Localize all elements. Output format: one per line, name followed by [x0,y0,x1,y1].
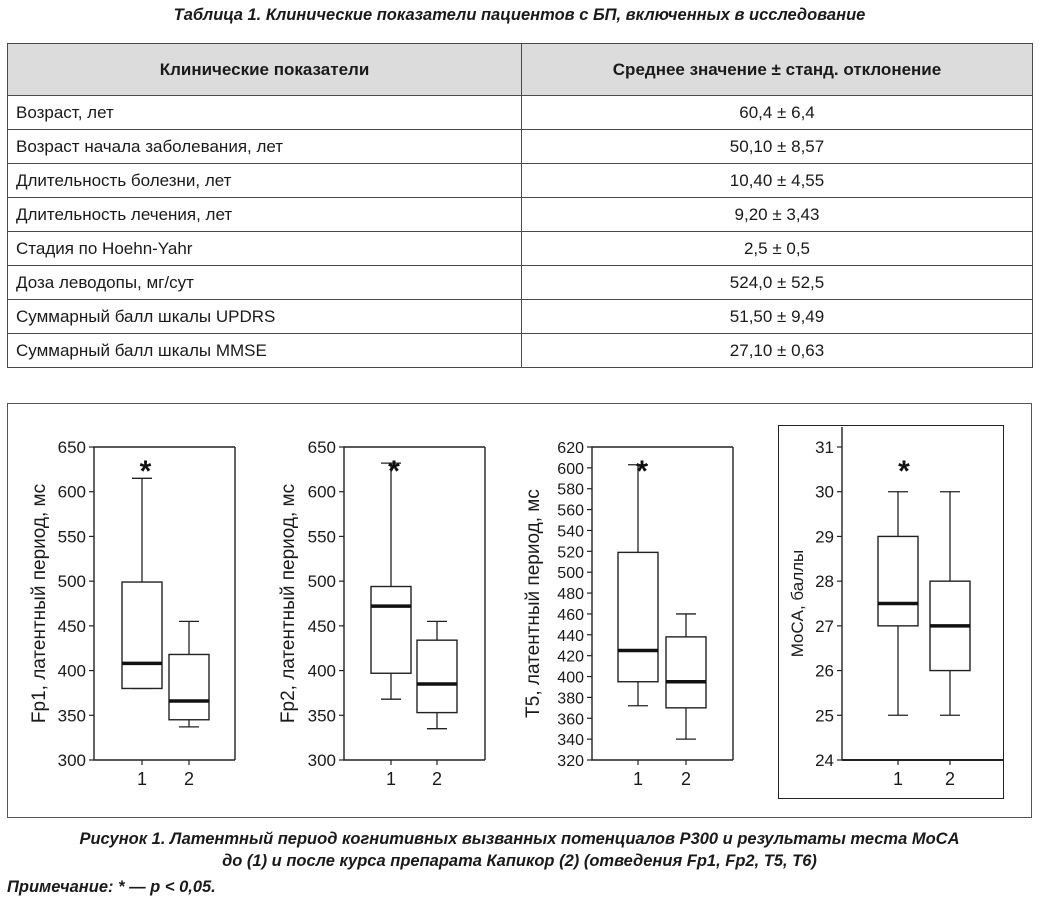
y-tick-label: 580 [557,482,584,499]
y-tick-label: 600 [557,461,584,478]
y-tick-label: 500 [58,572,86,591]
table-row: Возраст начала заболевания, лет 50,10 ± … [7,129,1033,164]
y-tick-label: 31 [815,438,834,457]
table-row: Суммарный балл шкалы UPDRS 51,50 ± 9,49 [7,299,1033,334]
significance-star: * [636,455,648,488]
y-tick-label: 450 [308,617,336,636]
y-axis-label: Fp1, латентный период, мс [29,484,50,723]
y-tick-label: 620 [557,440,584,457]
header-indicator: Клинические показатели [7,43,522,96]
plot-frame [343,446,485,761]
row-label: Доза леводопы, мг/сут [7,265,522,300]
box-iqr [665,636,707,709]
figure-caption: Рисунок 1. Латентный период когнитивных … [0,828,1039,872]
y-tick-label: 600 [308,483,336,502]
table-row: Суммарный балл шкалы MMSE 27,10 ± 0,63 [7,333,1033,368]
y-tick-label: 500 [308,572,336,591]
y-tick-label: 650 [308,438,336,457]
y-tick-label: 25 [815,706,834,725]
y-tick-label: 540 [557,523,584,540]
plot-frame [93,446,235,761]
y-tick-label: 450 [58,617,86,636]
figure-note: Примечание: * — p < 0,05. [7,878,216,896]
table-row: Длительность лечения, лет 9,20 ± 3,43 [7,197,1033,232]
row-label: Суммарный балл шкалы UPDRS [7,299,522,334]
y-tick-label: 350 [308,706,336,725]
y-tick-label: 380 [557,690,584,707]
y-tick-label: 24 [815,751,834,770]
figure-caption-line-2: до (1) и после курса препарата Капикор (… [222,852,817,870]
y-tick-label: 28 [815,572,834,591]
row-value: 27,10 ± 0,63 [521,333,1033,368]
table-caption: Таблица 1. Клинические показатели пациен… [173,6,866,24]
y-tick-label: 400 [557,670,584,687]
box-iqr [617,551,659,683]
significance-star: * [140,455,152,488]
row-value: 50,10 ± 8,57 [521,129,1033,164]
y-tick-label: 480 [557,586,584,603]
y-tick-label: 30 [815,483,834,502]
box-iqr [121,581,163,690]
y-tick-label: 650 [58,438,86,457]
y-axis-label: T5, латентный период, мс [523,489,544,718]
row-value: 9,20 ± 3,43 [521,197,1033,232]
x-tick-label: 1 [893,769,903,789]
figure-caption-line-1: Рисунок 1. Латентный период когнитивных … [79,830,960,848]
y-tick-label: 300 [58,751,86,770]
y-tick-label: 27 [815,617,834,636]
significance-star: * [898,455,910,488]
x-tick-label: 1 [386,769,396,789]
figure-frame [7,403,1032,818]
significance-star: * [388,455,400,488]
y-tick-label: 420 [557,649,584,666]
y-tick-label: 29 [815,527,834,546]
x-tick-label: 2 [432,769,442,789]
header-mean-sd: Среднее значение ± станд. отклонение [521,43,1033,96]
y-tick-label: 460 [557,607,584,624]
row-label: Длительность болезни, лет [7,163,522,198]
y-tick-label: 26 [815,662,834,681]
y-tick-label: 550 [308,527,336,546]
x-tick-label: 1 [137,769,147,789]
row-label: Стадия по Hoehn-Yahr [7,231,522,266]
moca-panel-frame [778,425,1004,799]
y-axis-label: Fp2, латентный период, мс [278,484,299,723]
y-tick-label: 400 [58,662,86,681]
x-tick-label: 1 [633,769,643,789]
row-label: Возраст, лет [7,95,522,130]
x-tick-label: 2 [945,769,955,789]
y-tick-label: 560 [557,503,584,520]
row-value: 51,50 ± 9,49 [521,299,1033,334]
row-label: Суммарный балл шкалы MMSE [7,333,522,368]
row-label: Длительность лечения, лет [7,197,522,232]
y-tick-label: 550 [58,527,86,546]
box-iqr [877,535,919,627]
box-iqr [168,653,210,721]
y-tick-label: 600 [58,483,86,502]
y-tick-label: 300 [308,751,336,770]
y-tick-label: 340 [557,732,584,749]
box-iqr [416,639,458,714]
clinical-table: Клинические показатели Среднее значение … [7,43,1033,368]
y-tick-label: 360 [557,711,584,728]
y-tick-label: 350 [58,706,86,725]
plot-frame [591,446,733,761]
y-tick-label: 400 [308,662,336,681]
table-header-row: Клинические показатели Среднее значение … [7,43,1033,96]
y-tick-label: 440 [557,628,584,645]
table-row: Доза леводопы, мг/сут 524,0 ± 52,5 [7,265,1033,300]
x-tick-label: 2 [681,769,691,789]
y-axis-label: MoCA, баллы [788,550,807,658]
y-tick-label: 320 [557,753,584,770]
table-row: Возраст, лет 60,4 ± 6,4 [7,95,1033,130]
x-tick-label: 2 [184,769,194,789]
y-tick-label: 500 [557,565,584,582]
box-iqr [370,585,412,674]
row-value: 60,4 ± 6,4 [521,95,1033,130]
y-tick-label: 520 [557,544,584,561]
